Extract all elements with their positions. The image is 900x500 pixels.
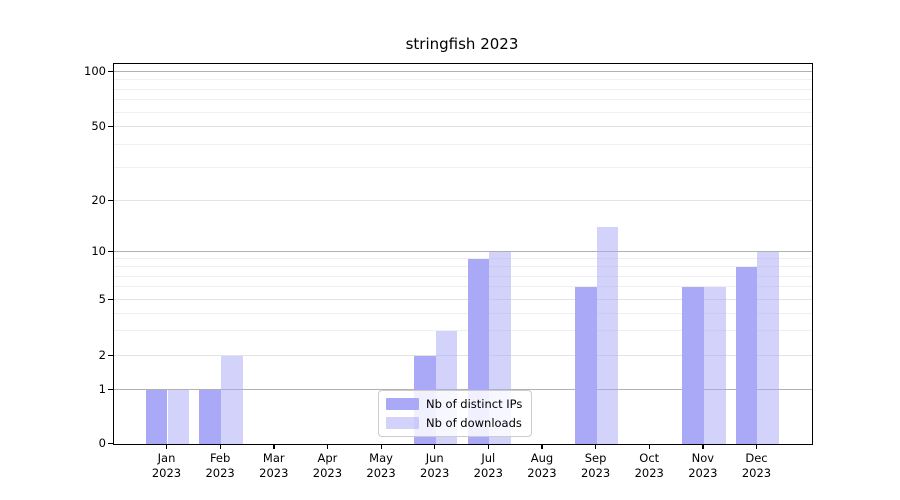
- x-tick-label-apr: Apr 2023: [312, 451, 343, 480]
- legend-item-distinct-ips: Nb of distinct IPs: [386, 397, 522, 411]
- chart-title: stringfish 2023: [405, 35, 519, 53]
- distinct-ips-swatch: [386, 398, 419, 410]
- x-tick-label-mar: Mar 2023: [259, 451, 289, 480]
- x-tick-mark-oct: [648, 444, 651, 450]
- x-tick-mark-jul: [487, 444, 490, 450]
- bar-distinct-ips-dec: [735, 267, 758, 444]
- plot-area: [113, 63, 813, 445]
- major-gridline-1: [114, 389, 812, 390]
- bar-distinct-ips-feb: [199, 390, 222, 444]
- minor-gridline-6: [114, 286, 812, 288]
- x-tick-mark-nov: [702, 444, 704, 450]
- legend-label-downloads: Nb of downloads: [426, 416, 522, 430]
- x-tick-mark-may: [380, 444, 382, 450]
- y-tick-label-2: 2: [98, 348, 106, 362]
- bar-downloads-dec: [757, 252, 780, 444]
- minor-gridline-8: [114, 266, 812, 268]
- minor-gridline-80: [114, 88, 812, 90]
- x-tick-mark-aug: [541, 444, 543, 450]
- x-tick-mark-apr: [326, 444, 329, 450]
- y-tick-mark-0: [108, 442, 113, 444]
- y-tick-mark-50: [108, 125, 113, 127]
- y-tick-label-50: 50: [91, 119, 106, 133]
- x-tick-mark-dec: [755, 444, 758, 450]
- x-tick-label-nov: Nov 2023: [688, 451, 718, 480]
- minor-gridline-90: [114, 79, 812, 81]
- minor-gridline-40: [114, 144, 812, 146]
- downloads-swatch: [386, 417, 419, 429]
- gridline-50: [114, 126, 812, 127]
- gridline-20: [114, 200, 812, 201]
- x-tick-mark-sep: [595, 444, 597, 450]
- x-tick-mark-mar: [273, 444, 275, 450]
- y-tick-label-1: 1: [98, 382, 106, 396]
- x-tick-label-aug: Aug 2023: [527, 451, 557, 480]
- major-gridline-10: [114, 251, 812, 252]
- bar-downloads-nov: [703, 287, 726, 444]
- bar-distinct-ips-nov: [682, 287, 704, 444]
- x-tick-mark-jan: [166, 444, 168, 450]
- x-tick-label-sep: Sep 2023: [580, 451, 611, 480]
- legend: Nb of distinct IPs Nb of downloads: [378, 390, 533, 437]
- x-tick-label-feb: Feb 2023: [205, 451, 235, 480]
- y-tick-mark-20: [108, 199, 113, 201]
- y-tick-label-0: 0: [98, 436, 106, 450]
- y-tick-mark-5: [108, 298, 113, 300]
- x-tick-label-may: May 2023: [366, 451, 396, 480]
- gridline-5: [114, 299, 812, 300]
- bar-distinct-ips-jan: [145, 390, 168, 444]
- y-tick-mark-2: [108, 354, 113, 356]
- y-tick-mark-1: [108, 388, 113, 390]
- legend-label-distinct-ips: Nb of distinct IPs: [426, 397, 523, 411]
- x-tick-mark-jun: [434, 444, 436, 450]
- y-tick-label-100: 100: [84, 64, 106, 78]
- x-tick-label-oct: Oct 2023: [634, 451, 664, 480]
- y-tick-mark-10: [108, 250, 113, 252]
- x-tick-label-dec: Dec 2023: [741, 451, 772, 480]
- minor-gridline-3: [114, 330, 812, 332]
- bar-distinct-ips-sep: [574, 287, 597, 444]
- minor-gridline-60: [114, 111, 812, 113]
- x-tick-mark-feb: [219, 444, 221, 450]
- minor-gridline-70: [114, 99, 812, 101]
- y-tick-label-5: 5: [98, 292, 106, 306]
- major-gridline-100: [114, 71, 812, 72]
- y-tick-label-10: 10: [91, 244, 106, 258]
- minor-gridline-30: [114, 167, 812, 169]
- minor-gridline-9: [114, 258, 812, 260]
- bar-downloads-jan: [167, 390, 190, 444]
- minor-gridline-7: [114, 275, 812, 277]
- minor-gridline-4: [114, 312, 812, 314]
- bar-downloads-feb: [221, 356, 243, 444]
- x-tick-label-jul: Jul 2023: [473, 451, 503, 480]
- x-tick-label-jan: Jan 2023: [151, 451, 182, 480]
- legend-item-downloads: Nb of downloads: [386, 416, 522, 430]
- x-tick-label-jun: Jun 2023: [420, 451, 450, 480]
- y-tick-mark-100: [108, 70, 113, 72]
- gridline-2: [114, 355, 812, 356]
- y-tick-label-20: 20: [91, 193, 106, 207]
- bar-downloads-sep: [596, 227, 619, 444]
